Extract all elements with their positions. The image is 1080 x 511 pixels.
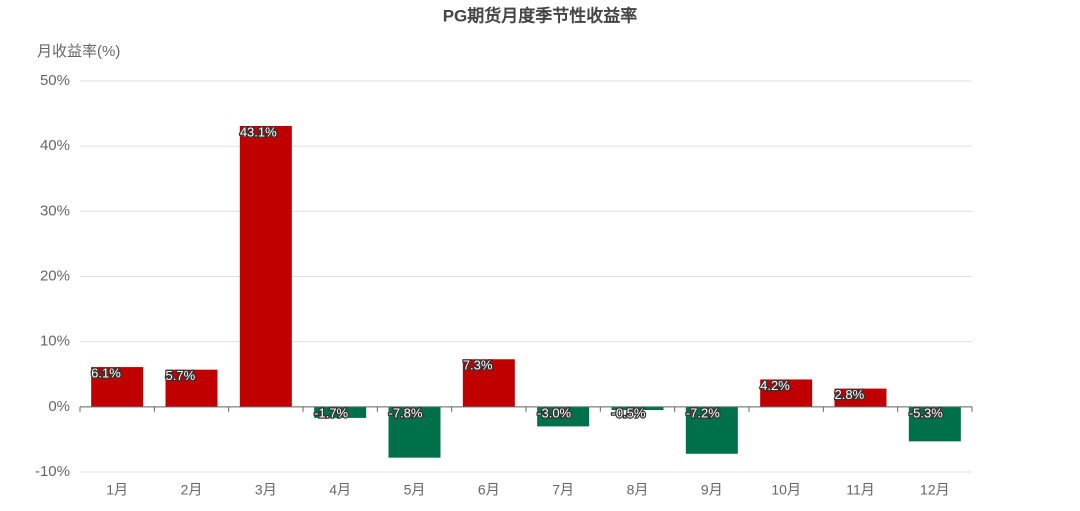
bar	[165, 369, 218, 407]
x-tick-label: 12月	[920, 482, 950, 498]
chart-title: PG期货月度季节性收益率	[443, 5, 638, 25]
y-tick-label: 10%	[40, 333, 70, 350]
value-label: 4.2%	[760, 378, 790, 393]
value-label: -0.5%	[612, 405, 646, 420]
x-tick-label: 11月	[846, 482, 875, 498]
value-label: 6.1%	[91, 366, 121, 381]
value-label: -1.7%	[314, 405, 348, 420]
value-label: 7.3%	[463, 358, 493, 373]
bar	[537, 406, 590, 427]
x-tick-label: 2月	[181, 482, 203, 498]
y-axis-label: 月收益率(%)	[37, 43, 120, 60]
x-tick-label: 3月	[255, 482, 277, 498]
bar	[685, 406, 738, 454]
x-tick-label: 10月	[771, 482, 801, 498]
y-tick-label: 20%	[40, 267, 70, 284]
y-tick-label: 0%	[48, 398, 70, 415]
bar	[91, 367, 144, 407]
bar	[611, 406, 664, 411]
y-tick-label: -10%	[35, 463, 70, 480]
bar	[239, 125, 292, 407]
value-label: 43.1%	[240, 124, 277, 139]
x-tick-label: 8月	[627, 482, 649, 498]
x-tick-label: 5月	[404, 482, 426, 498]
y-tick-label: 50%	[40, 72, 70, 89]
value-label: -7.2%	[686, 405, 720, 420]
value-label: -3.0%	[537, 405, 571, 420]
x-tick-label: 7月	[552, 482, 574, 498]
y-tick-label: 40%	[40, 137, 70, 154]
x-tick-label: 9月	[701, 482, 723, 498]
bar	[462, 359, 515, 407]
bar	[388, 406, 441, 458]
value-label: -7.8%	[389, 405, 423, 420]
y-tick-label: 30%	[40, 202, 70, 219]
x-tick-label: 1月	[106, 482, 128, 498]
bar	[908, 406, 961, 442]
value-label: 5.7%	[166, 368, 196, 383]
bar	[314, 406, 367, 418]
bar	[834, 388, 887, 407]
x-tick-label: 4月	[329, 482, 351, 498]
x-tick-label: 6月	[478, 482, 500, 498]
value-label: 2.8%	[835, 387, 865, 402]
bar	[760, 379, 813, 407]
value-label: -5.3%	[909, 405, 943, 420]
